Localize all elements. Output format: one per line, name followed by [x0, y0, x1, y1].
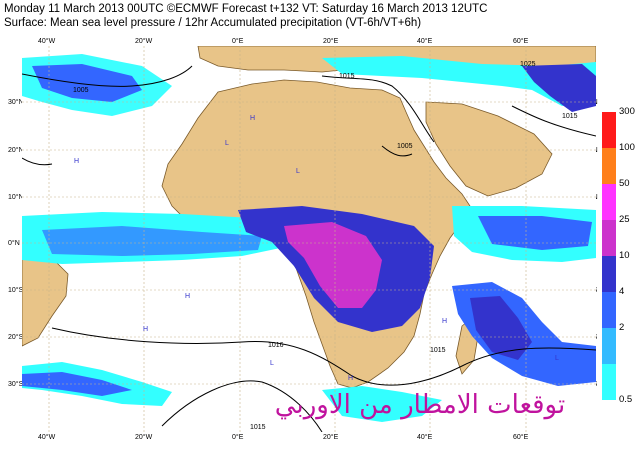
- lat-tick-left: 20°S: [8, 334, 24, 341]
- isobar: [22, 157, 53, 166]
- isobar-label: 1015: [562, 113, 578, 120]
- pressure-centre-marker: H: [185, 293, 191, 300]
- legend-label: 50: [619, 178, 630, 189]
- precip-southwest-indian-core: [470, 296, 532, 360]
- header-line-1: Monday 11 March 2013 00UTC ©ECMWF Foreca…: [4, 3, 488, 15]
- legend-label: 2: [619, 322, 625, 333]
- legend-label: 300: [619, 106, 635, 117]
- precip-north-atlantic-core: [32, 64, 142, 102]
- isobar-label: 1015: [250, 424, 266, 431]
- legend-swatch: [602, 292, 616, 328]
- lat-tick-left: 30°S: [8, 381, 24, 388]
- lon-tick-bottom: 20°E: [323, 434, 339, 441]
- legend-swatch: [602, 364, 616, 400]
- lon-tick-bottom: 0°E: [232, 434, 244, 441]
- isobar: [51, 327, 596, 386]
- legend-label: 25: [619, 214, 630, 225]
- isobar-label: 1016: [268, 342, 284, 349]
- precip-south-atlantic-core: [22, 372, 132, 396]
- isobar-label: 1005: [397, 143, 413, 150]
- precip-middle-east-core: [522, 64, 596, 112]
- pressure-centre-marker: L: [225, 140, 229, 147]
- graticule: [22, 46, 596, 432]
- pressure-centre-marker: L: [296, 168, 300, 175]
- forecast-map: [22, 46, 596, 432]
- lon-tick-bottom: 60°E: [513, 434, 529, 441]
- lon-tick-top: 40°E: [417, 38, 433, 45]
- pressure-centre-marker: H: [250, 115, 256, 122]
- precip-equatorial-atlantic-core: [42, 226, 262, 256]
- arabia-land: [425, 101, 553, 197]
- legend-swatch: [602, 220, 616, 256]
- lon-tick-top: 60°E: [513, 38, 529, 45]
- legend-label: 0.5: [619, 394, 633, 405]
- precip-central-africa-extreme: [284, 222, 382, 308]
- isobar-label: 1005: [73, 87, 89, 94]
- legend-swatch: [602, 112, 616, 148]
- lat-tick-left: 10°S: [8, 287, 24, 294]
- pressure-centre-marker: H: [348, 375, 354, 382]
- lon-tick-top: 0°E: [232, 38, 244, 45]
- isobar: [161, 380, 323, 432]
- lon-tick-bottom: 20°W: [135, 434, 153, 441]
- pressure-centre-marker: H: [143, 326, 149, 333]
- pressure-centre-marker: L: [270, 360, 274, 367]
- lon-tick-top: 20°E: [323, 38, 339, 45]
- lat-tick-left: 20°N: [8, 147, 24, 154]
- isobar: [381, 145, 413, 157]
- legend-swatch: [602, 184, 616, 220]
- header-line-2: Surface: Mean sea level pressure / 12hr …: [4, 17, 422, 29]
- isobar-label: 1025: [520, 61, 536, 68]
- pressure-centre-marker: L: [555, 355, 559, 362]
- lat-tick-left: 30°N: [8, 99, 24, 106]
- pressure-centre-marker: H: [442, 318, 448, 325]
- lat-tick-left: 0°N: [8, 240, 20, 247]
- precipitation-layer: [22, 54, 596, 422]
- lon-tick-top: 20°W: [135, 38, 153, 45]
- isobar-label: 1015: [430, 347, 446, 354]
- isobar: [321, 75, 435, 143]
- isobar: [511, 105, 596, 137]
- lon-tick-bottom: 40°E: [417, 434, 433, 441]
- isobars: [22, 65, 596, 432]
- lon-tick-bottom: 40°W: [38, 434, 56, 441]
- isobar-label: 1015: [339, 73, 355, 80]
- lat-tick-left: 10°N: [8, 194, 24, 201]
- lon-tick-top: 40°W: [38, 38, 56, 45]
- legend-swatch: [602, 328, 616, 364]
- legend-label: 10: [619, 250, 630, 261]
- legend-label: 100: [619, 142, 635, 153]
- precip-indian-ocean-core: [478, 216, 592, 250]
- isobar: [22, 65, 193, 87]
- pressure-centre-marker: H: [74, 158, 80, 165]
- legend-swatch: [602, 256, 616, 292]
- legend-label: 4: [619, 286, 625, 297]
- legend-swatch: [602, 148, 616, 184]
- precip-south-africa-coast: [322, 386, 442, 422]
- watermark: توقعات الامطار من الاوربي: [274, 390, 566, 420]
